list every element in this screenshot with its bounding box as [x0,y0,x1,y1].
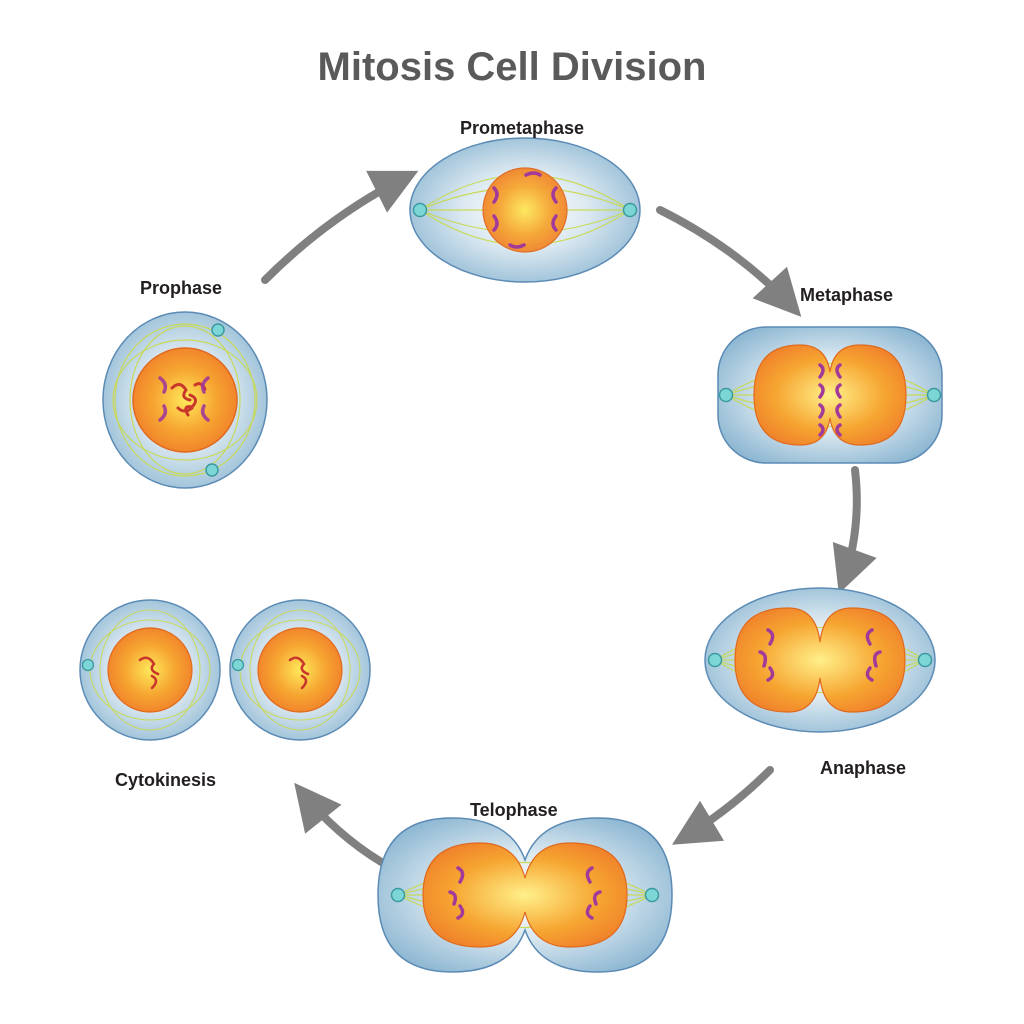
arrow-prophase-prometaphase [265,175,410,280]
label-prophase: Prophase [140,278,222,299]
arrow-anaphase-telophase [680,770,770,840]
arrow-metaphase-anaphase [842,470,857,585]
label-metaphase: Metaphase [800,285,893,306]
label-cytokinesis: Cytokinesis [115,770,216,791]
label-telophase: Telophase [470,800,558,821]
stage-telophase [378,818,672,972]
arrow-telophase-cytokinesis [300,790,395,870]
arrow-prometaphase-metaphase [660,210,795,310]
label-anaphase: Anaphase [820,758,906,779]
mitosis-diagram-svg [0,0,1024,1024]
stage-cytokinesis [80,600,370,740]
stage-prometaphase [410,138,640,282]
stage-metaphase [718,327,942,463]
stage-anaphase [705,588,935,732]
label-prometaphase: Prometaphase [460,118,584,139]
stage-prophase [103,312,267,488]
